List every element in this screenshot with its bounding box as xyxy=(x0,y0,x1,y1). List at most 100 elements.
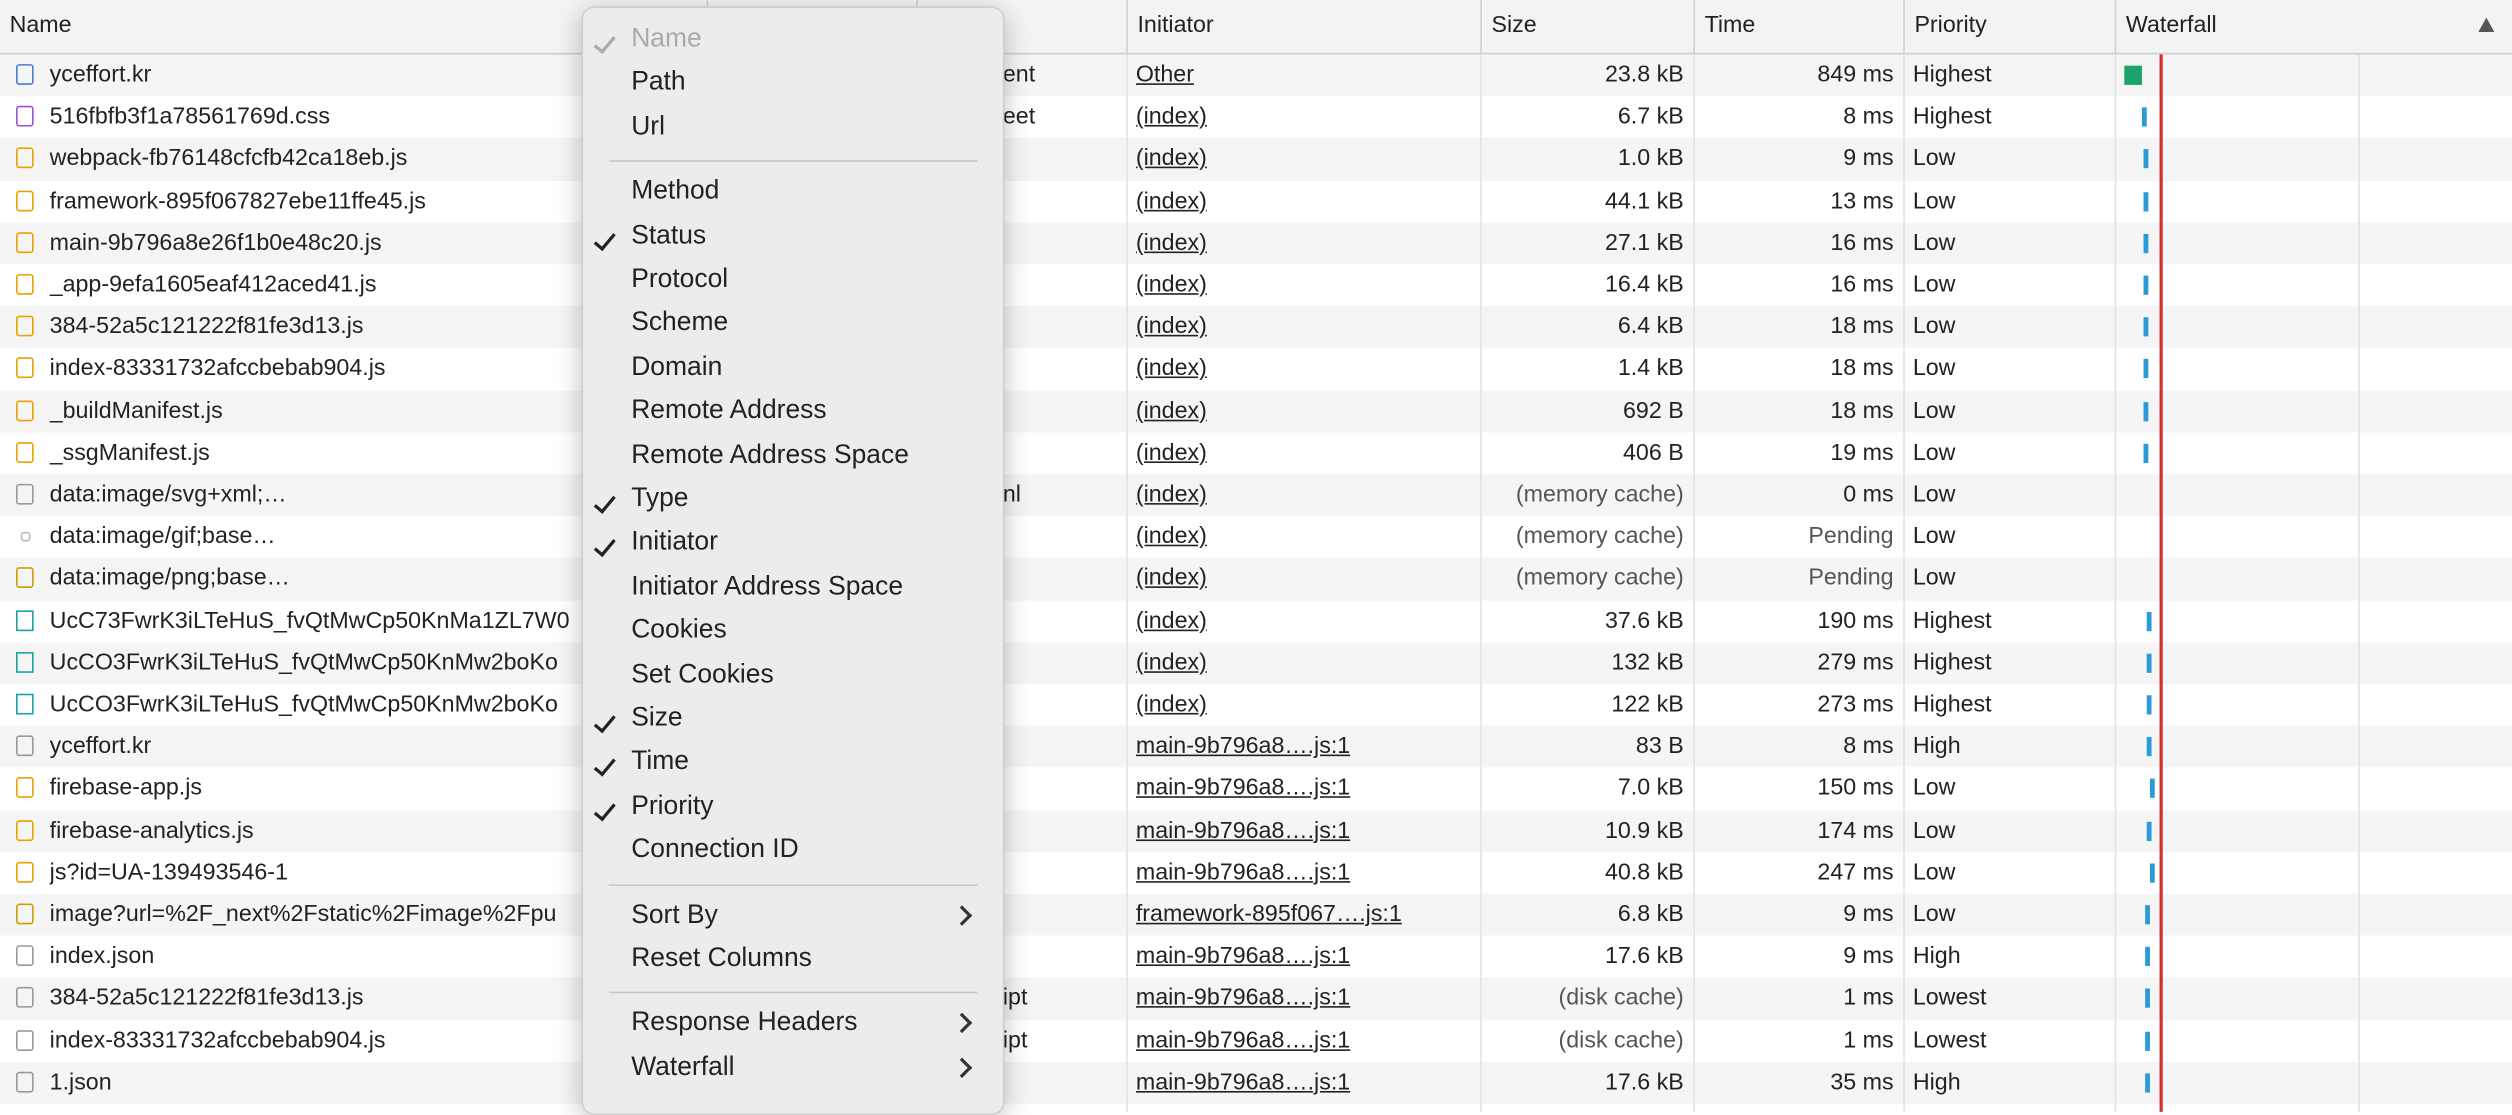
column-header[interactable]: Time xyxy=(1693,0,1903,53)
request-initiator[interactable]: main-9b796a8….js:1 xyxy=(1135,1027,1351,1054)
request-row[interactable]: data:image/gif;base… (index) (memory cache… xyxy=(0,516,2512,559)
request-row[interactable]: data:image/svg+xml;… nl (index) (memory cac… xyxy=(0,474,2512,517)
request-row[interactable]: main-9b796a8e26f1b0e48c20.js (index) 27.1 … xyxy=(0,222,2512,265)
request-initiator[interactable]: (index) xyxy=(1135,608,1207,634)
request-initiator[interactable]: main-9b796a8….js:1 xyxy=(1135,985,1351,1012)
request-time: Pending xyxy=(1808,524,1894,550)
file-icon xyxy=(16,1071,34,1093)
file-icon xyxy=(16,1029,34,1051)
menu-item[interactable]: Url xyxy=(631,112,665,142)
menu-item[interactable]: Set Cookies xyxy=(631,659,774,689)
menu-item[interactable]: Size xyxy=(593,703,683,734)
request-row[interactable]: data:image/png;base… (index) (memory cache… xyxy=(0,558,2512,601)
request-initiator[interactable]: main-9b796a8….js:1 xyxy=(1135,776,1351,802)
request-initiator[interactable]: (index) xyxy=(1135,482,1207,508)
request-time: Pending xyxy=(1808,566,1894,592)
request-row[interactable]: UcCO3FwrK3iLTeHuS_fvQtMwCp50KnMw2boKo (in… xyxy=(0,684,2512,727)
request-time: 35 ms xyxy=(1830,1069,1894,1096)
request-initiator[interactable]: (index) xyxy=(1135,566,1207,592)
request-time: 174 ms xyxy=(1817,817,1894,844)
request-row[interactable]: yceffort.kr ent Other 23.8 kB 849 ms Highest xyxy=(0,54,2512,97)
request-row[interactable]: image?url=%2F_next%2Fstatic%2Fimage%2Fpu… xyxy=(0,893,2512,936)
request-name: firebase-app.js xyxy=(49,776,203,802)
request-initiator[interactable]: main-9b796a8….js:1 xyxy=(1135,734,1351,760)
menu-item[interactable]: Remote Address Space xyxy=(631,440,909,470)
request-type: nl xyxy=(1002,482,1021,508)
request-row[interactable]: index-83331732afccbebab904.js ipt main-9b7… xyxy=(0,1019,2512,1062)
column-header[interactable]: Priority xyxy=(1903,0,2114,53)
menu-item[interactable]: Time xyxy=(593,747,689,778)
menu-item[interactable]: Initiator Address Space xyxy=(631,572,903,602)
request-time: 247 ms xyxy=(1817,859,1894,886)
request-row[interactable]: 384-52a5c121222f81fe3d13.js ipt main-9b796… xyxy=(0,977,2512,1020)
request-initiator[interactable]: main-9b796a8….js:1 xyxy=(1135,943,1351,970)
request-row[interactable]: _app-9efa1605eaf412aced41.js (index) 16.4 … xyxy=(0,264,2512,307)
request-row[interactable]: UcCO3FwrK3iLTeHuS_fvQtMwCp50KnMw2boKo (in… xyxy=(0,642,2512,685)
menu-item[interactable]: Status xyxy=(593,220,706,251)
column-header[interactable]: Name xyxy=(9,12,72,39)
menu-label: Type xyxy=(631,483,689,513)
request-initiator[interactable]: (index) xyxy=(1135,230,1207,257)
menu-item[interactable]: Reset Columns xyxy=(631,944,812,974)
request-initiator[interactable]: (index) xyxy=(1135,314,1207,340)
menu-item[interactable]: Protocol xyxy=(631,264,728,294)
request-name: 516fbfb3f1a78561769d.css xyxy=(49,104,330,131)
request-initiator[interactable]: (index) xyxy=(1135,398,1207,424)
menu-item[interactable]: Connection ID xyxy=(631,835,799,865)
menu-item[interactable]: Scheme xyxy=(631,308,728,338)
request-initiator[interactable]: (index) xyxy=(1135,188,1207,215)
request-initiator[interactable]: (index) xyxy=(1135,524,1207,550)
request-row[interactable]: _ssgManifest.js (index) 406 B 19 ms Low xyxy=(0,432,2512,475)
column-header[interactable]: Size xyxy=(1480,0,1693,53)
request-row[interactable]: 516fbfb3f1a78561769d.css eet (index) 6.7 kB… xyxy=(0,96,2512,139)
file-icon xyxy=(16,106,34,127)
request-initiator[interactable]: (index) xyxy=(1135,650,1207,676)
menu-item[interactable]: Response Headers xyxy=(631,1008,857,1038)
column-divider xyxy=(1480,54,1482,1112)
request-size: 1.4 kB xyxy=(1617,356,1684,382)
request-initiator[interactable]: (index) xyxy=(1135,692,1207,718)
column-header[interactable]: Initiator xyxy=(1126,0,1480,53)
request-size: 83 B xyxy=(1635,734,1684,760)
menu-item[interactable]: Initiator xyxy=(593,528,718,558)
request-initiator[interactable]: (index) xyxy=(1135,104,1207,131)
request-time: 18 ms xyxy=(1830,314,1894,340)
request-row[interactable]: webpack-fb76148cfcfb42ca18eb.js (index) 1.… xyxy=(0,138,2512,181)
menu-item[interactable]: Sort By xyxy=(631,900,718,930)
request-row[interactable]: firebase-analytics.js main-9b796a8….js:1 1… xyxy=(0,809,2512,852)
request-name: 384-52a5c121222f81fe3d13.js xyxy=(49,985,364,1012)
menu-item[interactable]: Cookies xyxy=(631,615,727,645)
request-row[interactable]: index.json main-9b796a8….js:1 17.6 kB 9 ms H… xyxy=(0,935,2512,978)
file-icon xyxy=(16,483,34,505)
request-initiator[interactable]: main-9b796a8….js:1 xyxy=(1135,859,1351,886)
request-initiator[interactable]: main-9b796a8….js:1 xyxy=(1135,817,1351,844)
menu-item[interactable]: Type xyxy=(593,483,689,514)
request-row[interactable]: firebase-app.js main-9b796a8….js:1 7.0 kB 1… xyxy=(0,768,2512,810)
menu-label: Priority xyxy=(631,791,714,820)
request-row[interactable]: _buildManifest.js (index) 692 B 18 ms Low xyxy=(0,390,2512,433)
request-priority: High xyxy=(1912,1069,1961,1096)
request-row[interactable]: 384-52a5c121222f81fe3d13.js (index) 6.4 kB… xyxy=(0,306,2512,349)
menu-item[interactable]: Priority xyxy=(593,791,714,822)
request-initiator[interactable]: framework-895f067….js:1 xyxy=(1135,901,1402,928)
request-row[interactable]: framework-895f067827ebe11ffe45.js (index)… xyxy=(0,180,2512,223)
column-header[interactable]: Waterfall xyxy=(2114,0,2512,53)
request-row[interactable]: UcC73FwrK3iLTeHuS_fvQtMwCp50KnMa1ZL7W0 (i… xyxy=(0,600,2512,643)
menu-item[interactable]: Path xyxy=(631,68,685,98)
menu-item[interactable]: Remote Address xyxy=(631,396,826,426)
request-initiator[interactable]: (index) xyxy=(1135,272,1207,298)
request-initiator[interactable]: main-9b796a8….js:1 xyxy=(1135,1069,1351,1096)
menu-item[interactable]: Domain xyxy=(631,352,722,382)
request-row[interactable]: index-83331732afccbebab904.js (index) 1.4 … xyxy=(0,348,2512,391)
request-initiator[interactable]: (index) xyxy=(1135,146,1207,173)
request-row[interactable]: 1.json main-9b796a8….js:1 17.6 kB 35 ms High xyxy=(0,1061,2512,1104)
menu-item[interactable]: Method xyxy=(631,177,719,207)
request-initiator[interactable]: (index) xyxy=(1135,440,1207,466)
check-mark xyxy=(593,534,616,558)
waterfall-bar xyxy=(2143,149,2149,169)
request-name: UcCO3FwrK3iLTeHuS_fvQtMwCp50KnMw2boKo xyxy=(49,650,558,676)
request-row[interactable]: yceffort.kr main-9b796a8….js:1 83 B 8 ms Hig… xyxy=(0,726,2512,768)
request-row[interactable]: js?id=UA-139493546-1 main-9b796a8….js:1 40… xyxy=(0,851,2512,894)
request-initiator[interactable]: (index) xyxy=(1135,356,1207,382)
menu-item[interactable]: Waterfall xyxy=(631,1052,734,1082)
